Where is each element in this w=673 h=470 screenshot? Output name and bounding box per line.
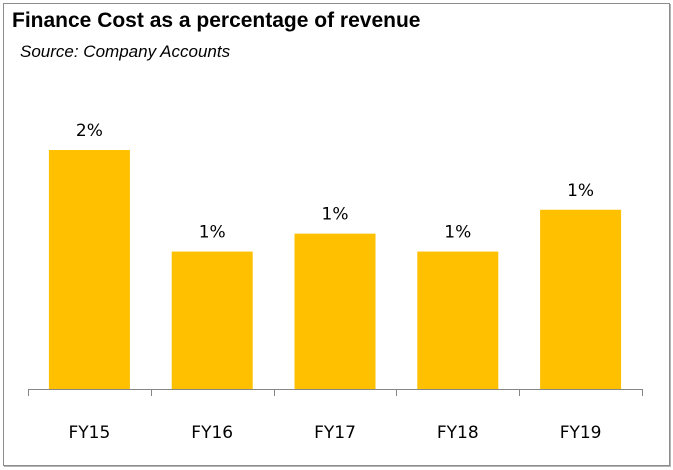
data-label-fy19: 1% [567,181,594,201]
x-tick-label-fy16: FY16 [191,423,233,443]
x-tick-label-fy17: FY17 [314,423,356,443]
bar-fy18 [417,251,499,389]
bar-fy19 [540,209,622,389]
data-label-fy15: 2% [76,121,103,141]
data-label-fy16: 1% [199,223,226,243]
data-labels-group: 2% 1% 1% 1% 1% [76,121,594,243]
x-tick-label-fy18: FY18 [437,423,479,443]
x-tick-label-fy19: FY19 [560,423,602,443]
bars-group [48,150,622,389]
chart-subtitle: Source: Company Accounts [20,42,231,61]
data-label-fy17: 1% [322,205,349,225]
bar-fy17 [294,233,376,389]
data-label-fy18: 1% [444,223,471,243]
x-tick-labels-group: FY15 FY16 FY17 FY18 FY19 [69,423,602,443]
x-axis [28,389,643,396]
bar-fy15 [48,150,130,389]
bar-fy16 [171,251,253,389]
chart-title: Finance Cost as a percentage of revenue [12,9,421,32]
x-tick-label-fy15: FY15 [69,423,111,443]
